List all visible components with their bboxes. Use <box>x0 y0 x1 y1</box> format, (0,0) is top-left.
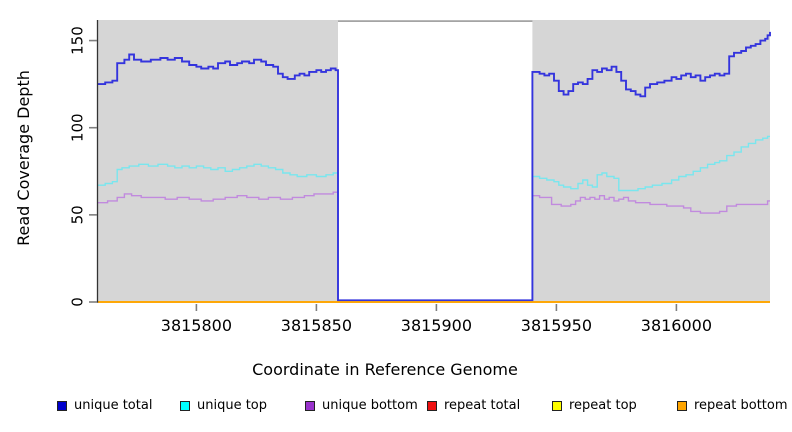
no-data-region <box>338 21 533 302</box>
y-axis-title: Read Coverage Depth <box>14 70 33 246</box>
x-tick-label: 3815850 <box>281 316 352 335</box>
y-tick-label: 150 <box>69 26 87 55</box>
x-tick-label: 3815900 <box>401 316 472 335</box>
x-tick-label: 3815950 <box>521 316 592 335</box>
y-tick-label: 0 <box>69 297 87 307</box>
y-tick-label: 50 <box>69 205 87 224</box>
x-axis-title: Coordinate in Reference Genome <box>252 360 518 379</box>
series-unique-total <box>98 31 771 302</box>
x-tick-label: 3816000 <box>641 316 712 335</box>
series-unique-bottom <box>98 191 770 301</box>
y-tick-label: 100 <box>69 113 87 142</box>
series-unique-top <box>98 135 770 301</box>
x-tick-label: 3815800 <box>161 316 232 335</box>
